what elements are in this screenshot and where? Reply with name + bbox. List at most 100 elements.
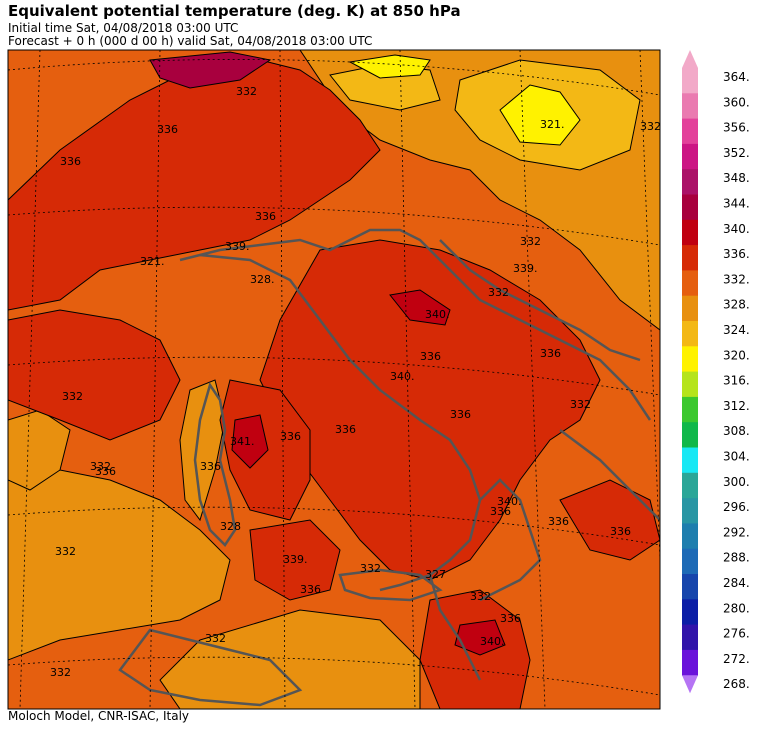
colorbar-label: 292. <box>723 525 750 539</box>
contour-label: 336 <box>610 525 631 538</box>
colorbar-label: 336. <box>723 247 750 261</box>
graticule <box>8 50 660 709</box>
contour-label: 339. <box>225 240 250 253</box>
field-320-northeast <box>499 84 581 146</box>
contour-label: 336 <box>420 350 441 363</box>
coastline-sicily <box>338 568 443 602</box>
colorbar-swatch <box>682 346 698 373</box>
map-title: Equivalent potential temperature (deg. K… <box>8 2 461 20</box>
contour-label: 336 <box>300 583 321 596</box>
colorbar-label: 328. <box>723 298 750 312</box>
contour-label: 336 <box>200 460 221 473</box>
forecast-time-label: Forecast + 0 h (000 d 00 h) valid Sat, 0… <box>8 34 373 48</box>
field-320-north <box>348 54 431 79</box>
colorbar-swatch <box>682 472 698 499</box>
coastline-sardinia <box>118 628 303 707</box>
colorbar-label: 296. <box>723 500 750 514</box>
contour-label: 336 <box>60 155 81 168</box>
field-336-balkans <box>559 479 660 561</box>
colorbar-label: 324. <box>723 323 750 337</box>
colorbar-label: 300. <box>723 475 750 489</box>
colorbar-label: 360. <box>723 95 750 109</box>
colorbar-swatch <box>682 194 698 221</box>
map-frame <box>7 49 661 710</box>
field-340-alps <box>149 51 272 89</box>
contour-label: 332 <box>205 632 226 645</box>
contour-label: 328 <box>220 520 241 533</box>
field-328-corsica <box>179 379 226 522</box>
colorbar-label: 284. <box>723 576 750 590</box>
contour-label: 336 <box>255 210 276 223</box>
contour-label: 341. <box>230 435 255 448</box>
field-336-south <box>249 519 341 601</box>
contour-label: 336 <box>280 430 301 443</box>
colorbar-label: 272. <box>723 652 750 666</box>
contour-label: 336 <box>490 505 511 518</box>
contour-label: 332 <box>520 235 541 248</box>
colorbar-swatch <box>682 523 698 550</box>
colorbar-swatch <box>682 396 698 423</box>
contour-label: 332 <box>640 120 661 133</box>
colorbar-swatch <box>682 118 698 145</box>
colorbar-swatch <box>682 422 698 448</box>
colorbar-label: 332. <box>723 272 750 286</box>
field-340-south <box>454 619 506 656</box>
colorbar-swatch <box>682 321 698 347</box>
contour-label: 332 <box>236 85 257 98</box>
colorbar-label: 364. <box>723 70 750 84</box>
colorbar-label: 316. <box>723 374 750 388</box>
contour-label: 332 <box>55 545 76 558</box>
coastline-italy <box>199 253 542 681</box>
colorbar-swatch <box>682 270 698 297</box>
contour-label: 336 <box>95 465 116 478</box>
temperature-field <box>8 50 660 709</box>
field-328-southwest <box>8 469 231 661</box>
colorbar-label: 348. <box>723 171 750 185</box>
field-336-west <box>8 309 181 441</box>
colorbar-label: 312. <box>723 399 750 413</box>
contour-label: 340. <box>497 495 522 508</box>
contour-label: 340. <box>425 308 450 321</box>
colorbar-top-arrow <box>682 50 698 68</box>
contour-labels: 332336321.336339.328.321.336340.336340.3… <box>50 85 661 679</box>
field-340-adriatic <box>389 289 451 326</box>
coastline-alps <box>179 228 652 421</box>
colorbar-bottom-arrow <box>682 675 698 694</box>
colorbar-swatch <box>682 599 698 626</box>
contour-label: 332 <box>488 286 509 299</box>
colorbar-swatch <box>682 447 698 474</box>
colorbar-swatch <box>682 574 698 600</box>
coastline-balkans <box>439 239 660 521</box>
contour-label: 321. <box>140 255 165 268</box>
contour-label: 332 <box>90 460 111 473</box>
field-340-west <box>231 414 269 469</box>
contour-label: 336 <box>540 347 561 360</box>
colorbar-label: 352. <box>723 146 750 160</box>
colorbar-label: 288. <box>723 551 750 565</box>
field-328-south <box>159 609 421 709</box>
colorbar-swatch <box>682 371 698 398</box>
contour-label: 327 <box>425 568 446 581</box>
colorbar-swatch <box>682 245 698 271</box>
colorbar-label: 268. <box>723 677 750 691</box>
colorbar-swatch <box>682 143 698 170</box>
colorbar-swatch <box>682 295 698 322</box>
contour-label: 339. <box>283 553 308 566</box>
colorbar-label: 340. <box>723 222 750 236</box>
contour-label: 336 <box>500 612 521 625</box>
colorbar-swatch <box>682 548 698 575</box>
colorbar-label: 320. <box>723 348 750 362</box>
contour-label: 336 <box>548 515 569 528</box>
contour-label: 328. <box>250 273 275 286</box>
contour-label: 332 <box>570 398 591 411</box>
contour-label: 336 <box>450 408 471 421</box>
contour-label: 339. <box>513 262 538 275</box>
contour-label: 340. <box>390 370 415 383</box>
coastline-corsica <box>193 382 237 547</box>
contour-label: 321. <box>540 118 565 131</box>
colorbar-swatch <box>682 68 698 94</box>
colorbar-swatch <box>682 498 698 524</box>
contour-label: 336 <box>157 123 178 136</box>
